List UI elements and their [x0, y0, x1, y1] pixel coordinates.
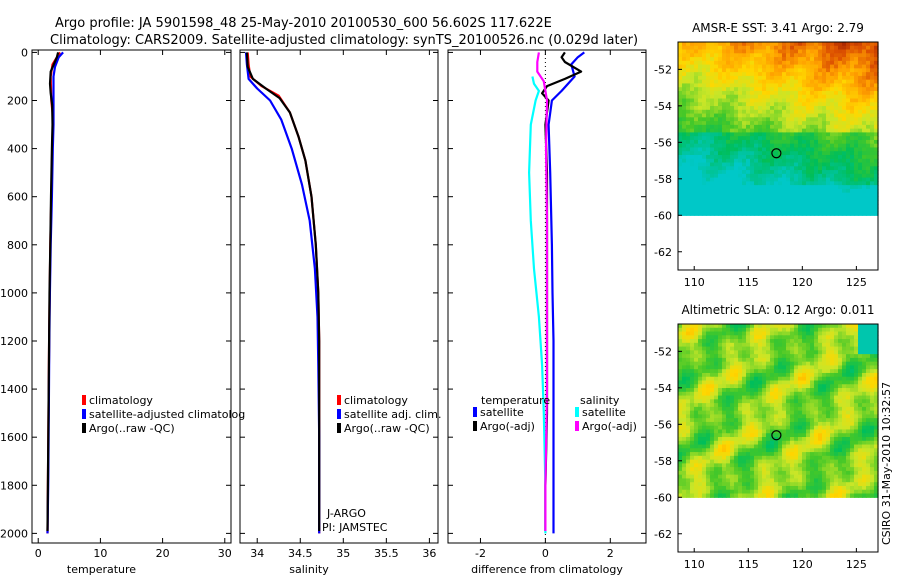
difference-panel: -2 0 2 difference from climatology temperatu…: [447, 49, 647, 576]
legend-swatch: [82, 423, 86, 433]
map-x-tick-label: 125: [846, 276, 867, 289]
x-tick-label: 0: [35, 547, 42, 560]
map-frame: [677, 41, 879, 271]
map-y-tick-label: -62: [654, 528, 672, 541]
series-line-2: [245, 52, 321, 531]
temperature-panel: 0 10 20 30 temperature 0 200 400 600 800 1000 1200 1…: [0, 46, 245, 576]
series-line-2: [46, 52, 60, 532]
x-tick-label: 34.5: [288, 547, 313, 560]
legend-title-temperature: temperature: [481, 394, 550, 407]
salinity-panel: 34 34.5 35 35.5 36 salinity climatologysatelli…: [239, 49, 441, 576]
x-tick-label: 0: [542, 547, 549, 560]
timestamp-stamp: CSIRO 31-May-2010 10:32:57: [880, 382, 893, 545]
legend-label: satellite-adjusted climatolog: [89, 408, 245, 421]
y-tick-label: 1600: [0, 431, 28, 444]
map-y-tick-label: -52: [654, 63, 672, 76]
legend-swatch: [473, 407, 477, 417]
sst-map-panel: AMSR-E SST: 3.41 Argo: 2.79 110 115 120 125 -…: [654, 21, 879, 289]
x-tick-label: 2: [607, 547, 614, 560]
header-line2: Climatology: CARS2009. Satellite-adjuste…: [50, 33, 638, 48]
series-line-0: [547, 51, 585, 534]
map-x-tick-label: 115: [738, 276, 759, 289]
map-x-tick-label: 120: [792, 558, 813, 571]
x-tick-label: 10: [93, 547, 107, 560]
map-frame: [677, 323, 879, 553]
plot-frame: [31, 49, 232, 544]
series-line-3: [536, 52, 549, 531]
legend-label: Argo(..raw -QC): [89, 422, 175, 435]
legend-swatch: [473, 421, 477, 431]
legend-label: climatology: [344, 394, 408, 407]
map-y-tick-label: -54: [654, 100, 672, 113]
map-field: [678, 42, 879, 216]
legend-label: Argo(-adj): [480, 420, 535, 433]
map-x-tick-label: 110: [684, 276, 705, 289]
map-x-tick-label: 115: [738, 558, 759, 571]
x-axis-label: temperature: [67, 563, 136, 576]
map-y-tick-label: -56: [654, 418, 672, 431]
x-tick-label: 35.5: [374, 547, 399, 560]
legend-swatch: [337, 409, 341, 419]
x-tick-label: -2: [475, 547, 486, 560]
map-title: Altimetric SLA: 0.12 Argo: 0.011: [681, 303, 874, 317]
legend-swatch: [82, 409, 86, 419]
map-field: [678, 324, 879, 498]
legend-swatch: [82, 395, 86, 405]
y-tick-label: 800: [7, 239, 28, 252]
y-tick-label: 600: [7, 191, 28, 204]
x-tick-label: 35: [336, 547, 350, 560]
legend-label: climatology: [89, 394, 153, 407]
map-x-tick-label: 120: [792, 276, 813, 289]
x-axis-label: salinity: [289, 563, 329, 576]
y-tick-label: 200: [7, 95, 28, 108]
legend-label: Argo(-adj): [582, 420, 637, 433]
map-x-tick-label: 110: [684, 558, 705, 571]
map-y-tick-label: -52: [654, 345, 672, 358]
x-tick-label: 34: [250, 547, 264, 560]
y-tick-label: 2000: [0, 527, 28, 540]
float-location-marker: [771, 430, 782, 441]
legend-label: satellite: [480, 406, 524, 419]
annotation-program: J-ARGO: [326, 507, 366, 520]
legend-swatch: [575, 421, 579, 431]
map-y-tick-label: -58: [654, 173, 672, 186]
legend-label: satellite adj. clim.: [344, 408, 441, 421]
x-tick-label: 30: [218, 547, 232, 560]
header-line1: Argo profile: JA 5901598_48 25-May-2010 …: [55, 16, 552, 31]
series-line-2: [527, 76, 547, 534]
y-tick-label: 1200: [0, 335, 28, 348]
map-x-tick-label: 125: [846, 558, 867, 571]
float-location-marker: [771, 148, 782, 159]
y-tick-label: 400: [7, 143, 28, 156]
y-tick-label: 1400: [0, 383, 28, 396]
map-y-tick-label: -58: [654, 455, 672, 468]
legend-swatch: [337, 423, 341, 433]
plot-frame: [239, 49, 439, 544]
x-tick-label: 20: [156, 547, 170, 560]
map-y-tick-label: -60: [654, 209, 672, 222]
legend-label: Argo(..raw -QC): [344, 422, 430, 435]
map-title: AMSR-E SST: 3.41 Argo: 2.79: [692, 21, 864, 35]
map-y-tick-label: -60: [654, 491, 672, 504]
sla-map-panel: Altimetric SLA: 0.12 Argo: 0.011 110 115 12…: [654, 303, 879, 571]
y-tick-label: 1800: [0, 479, 28, 492]
legend-swatch: [337, 395, 341, 405]
plot-frame: [447, 49, 647, 544]
annotation-pi: PI: JAMSTEC: [322, 521, 388, 534]
legend-label: satellite: [582, 406, 626, 419]
x-axis-label: difference from climatology: [471, 563, 623, 576]
legend-swatch: [575, 407, 579, 417]
x-tick-label: 36: [422, 547, 436, 560]
y-tick-label: 0: [21, 46, 28, 59]
map-y-tick-label: -62: [654, 246, 672, 259]
legend-title-salinity: salinity: [580, 394, 620, 407]
map-y-tick-label: -54: [654, 382, 672, 395]
map-y-tick-label: -56: [654, 136, 672, 149]
y-tick-label: 1000: [0, 287, 28, 300]
series-line-1: [244, 52, 321, 534]
